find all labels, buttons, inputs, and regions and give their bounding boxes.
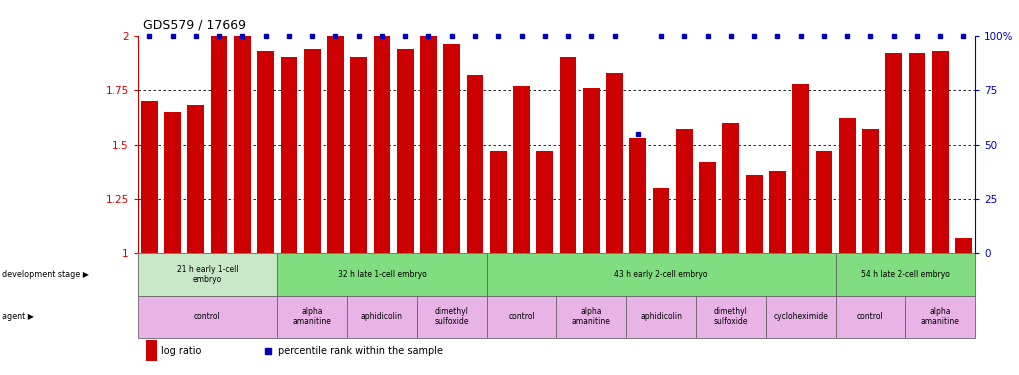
- Bar: [931, 51, 948, 254]
- Bar: [373, 36, 390, 254]
- Text: 54 h late 2-cell embryo: 54 h late 2-cell embryo: [860, 270, 949, 279]
- Bar: [146, 340, 157, 361]
- Bar: [486, 296, 556, 338]
- Bar: [582, 88, 599, 254]
- Text: control: control: [507, 312, 534, 321]
- Text: dimethyl
sulfoxide: dimethyl sulfoxide: [434, 307, 469, 327]
- Bar: [556, 296, 626, 338]
- Bar: [257, 51, 274, 254]
- Bar: [676, 129, 692, 254]
- Bar: [905, 296, 974, 338]
- Text: GDS579 / 17669: GDS579 / 17669: [143, 19, 246, 32]
- Bar: [884, 53, 901, 254]
- Bar: [838, 118, 855, 254]
- Bar: [187, 105, 204, 254]
- Bar: [233, 36, 251, 254]
- Text: 43 h early 2-cell embryo: 43 h early 2-cell embryo: [613, 270, 707, 279]
- Bar: [489, 151, 506, 254]
- Text: alpha
amanitine: alpha amanitine: [572, 307, 610, 327]
- Bar: [211, 36, 227, 254]
- Text: dimethyl
sulfoxide: dimethyl sulfoxide: [713, 307, 747, 327]
- Bar: [141, 101, 158, 254]
- Bar: [626, 296, 695, 338]
- Text: alpha
amanitine: alpha amanitine: [292, 307, 331, 327]
- Text: agent ▶: agent ▶: [2, 312, 34, 321]
- Bar: [745, 175, 762, 254]
- Bar: [605, 73, 623, 254]
- Bar: [765, 296, 835, 338]
- Bar: [466, 75, 483, 254]
- Bar: [695, 296, 765, 338]
- Bar: [396, 49, 413, 254]
- Bar: [277, 254, 486, 296]
- Bar: [908, 53, 924, 254]
- Bar: [536, 151, 552, 254]
- Bar: [350, 57, 367, 254]
- Bar: [138, 296, 277, 338]
- Bar: [652, 188, 668, 254]
- Bar: [420, 36, 436, 254]
- Bar: [138, 254, 277, 296]
- Bar: [954, 238, 971, 254]
- Text: 21 h early 1-cell
embryo: 21 h early 1-cell embryo: [176, 265, 238, 284]
- Bar: [304, 49, 320, 254]
- Text: control: control: [856, 312, 882, 321]
- Text: alpha
amanitine: alpha amanitine: [920, 307, 959, 327]
- Bar: [768, 171, 785, 254]
- Text: aphidicolin: aphidicolin: [640, 312, 682, 321]
- Text: control: control: [194, 312, 221, 321]
- Bar: [835, 296, 905, 338]
- Bar: [792, 84, 808, 254]
- Bar: [513, 86, 530, 254]
- Bar: [486, 254, 835, 296]
- Text: aphidicolin: aphidicolin: [361, 312, 403, 321]
- Text: percentile rank within the sample: percentile rank within the sample: [277, 346, 442, 356]
- Bar: [443, 44, 460, 254]
- Bar: [277, 296, 346, 338]
- Bar: [164, 112, 180, 254]
- Bar: [417, 296, 486, 338]
- Text: 32 h late 1-cell embryo: 32 h late 1-cell embryo: [337, 270, 426, 279]
- Bar: [815, 151, 832, 254]
- Bar: [346, 296, 417, 338]
- Bar: [835, 254, 974, 296]
- Bar: [861, 129, 878, 254]
- Bar: [327, 36, 343, 254]
- Text: cycloheximide: cycloheximide: [772, 312, 827, 321]
- Bar: [629, 138, 646, 254]
- Text: development stage ▶: development stage ▶: [2, 270, 89, 279]
- Bar: [280, 57, 297, 254]
- Bar: [559, 57, 576, 254]
- Bar: [699, 162, 715, 254]
- Bar: [721, 123, 739, 254]
- Text: log ratio: log ratio: [161, 346, 202, 356]
